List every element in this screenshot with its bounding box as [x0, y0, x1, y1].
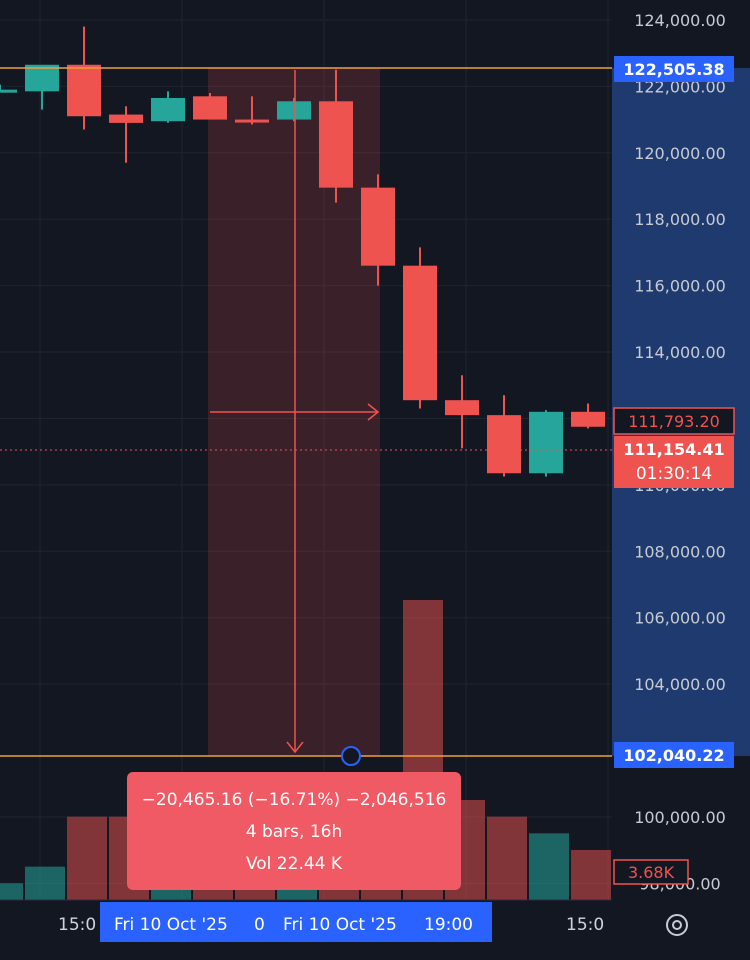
candle-body[interactable]: [151, 97, 185, 122]
candle-body[interactable]: [403, 265, 437, 401]
candle-body[interactable]: [193, 96, 227, 120]
measure-line-2: 4 bars, 16h: [246, 822, 343, 842]
candle-body[interactable]: [487, 415, 521, 474]
price-tick-label: 114,000.00: [634, 343, 726, 362]
anchor-handle[interactable]: [341, 746, 361, 766]
time-label-left: 15:0: [58, 915, 96, 935]
price-tick-label: 104,000.00: [634, 675, 726, 694]
lower-line-tag-text: 102,040.22: [623, 746, 724, 765]
volume-bar: [487, 816, 527, 900]
volume-bar: [529, 833, 569, 900]
price-tick-label: 124,000.00: [634, 11, 726, 30]
price-tick-label: 122,000.00: [634, 77, 726, 96]
price-tick-label: 100,000.00: [634, 808, 726, 827]
measure-line-1: −20,465.16 (−16.71%) −2,046,516: [142, 790, 447, 810]
volume-bar: [67, 816, 107, 900]
candle-body[interactable]: [361, 187, 395, 266]
upper-line-tag: 122,505.38: [614, 56, 734, 82]
time-label-range-end: Fri 10 Oct '25: [283, 915, 397, 935]
candle-body[interactable]: [445, 400, 479, 416]
time-label-range-time: 19:00: [424, 915, 473, 935]
marker-price-tag-text: 111,793.20: [628, 412, 720, 431]
candle-body[interactable]: [67, 64, 101, 117]
volume-tag: 3.68K: [613, 859, 689, 885]
volume-tag-text: 3.68K: [628, 863, 675, 882]
marker-price-tag: 111,793.20: [613, 407, 735, 435]
time-label-range-mid: 0: [254, 915, 265, 935]
last-price-text: 111,154.41: [623, 440, 724, 459]
candle-body[interactable]: [0, 89, 17, 93]
candle-body[interactable]: [25, 64, 59, 92]
last-price-tag: 111,154.41 01:30:14: [614, 436, 734, 488]
measure-popup: −20,465.16 (−16.71%) −2,046,516 4 bars, …: [127, 772, 461, 890]
measure-line-3: Vol 22.44 K: [246, 854, 343, 874]
price-tick-label: 106,000.00: [634, 609, 726, 628]
candle-body[interactable]: [571, 411, 605, 427]
measure-arrows: [210, 70, 380, 754]
candle-body[interactable]: [529, 411, 563, 474]
time-label-range-start: Fri 10 Oct '25: [114, 915, 228, 935]
volume-bar: [0, 883, 23, 900]
price-tick-label: 120,000.00: [634, 144, 726, 163]
price-tick-label: 116,000.00: [634, 277, 726, 296]
volume-bar: [571, 850, 611, 900]
candle-body[interactable]: [319, 101, 353, 188]
volume-bar: [25, 866, 65, 900]
lower-line-tag: 102,040.22: [614, 742, 734, 768]
countdown-text: 01:30:14: [636, 464, 712, 484]
candle-body[interactable]: [235, 119, 269, 123]
candle-body[interactable]: [109, 114, 143, 123]
price-tick-label: 108,000.00: [634, 542, 726, 561]
price-tick-label: 118,000.00: [634, 210, 726, 229]
candlesticks[interactable]: [0, 26, 605, 477]
time-label-right: 15:0: [566, 915, 604, 935]
time-axis-range-highlight: [100, 902, 492, 942]
gear-icon[interactable]: [666, 914, 688, 936]
candle-body[interactable]: [277, 101, 311, 120]
upper-line-tag-text: 122,505.38: [623, 60, 724, 79]
